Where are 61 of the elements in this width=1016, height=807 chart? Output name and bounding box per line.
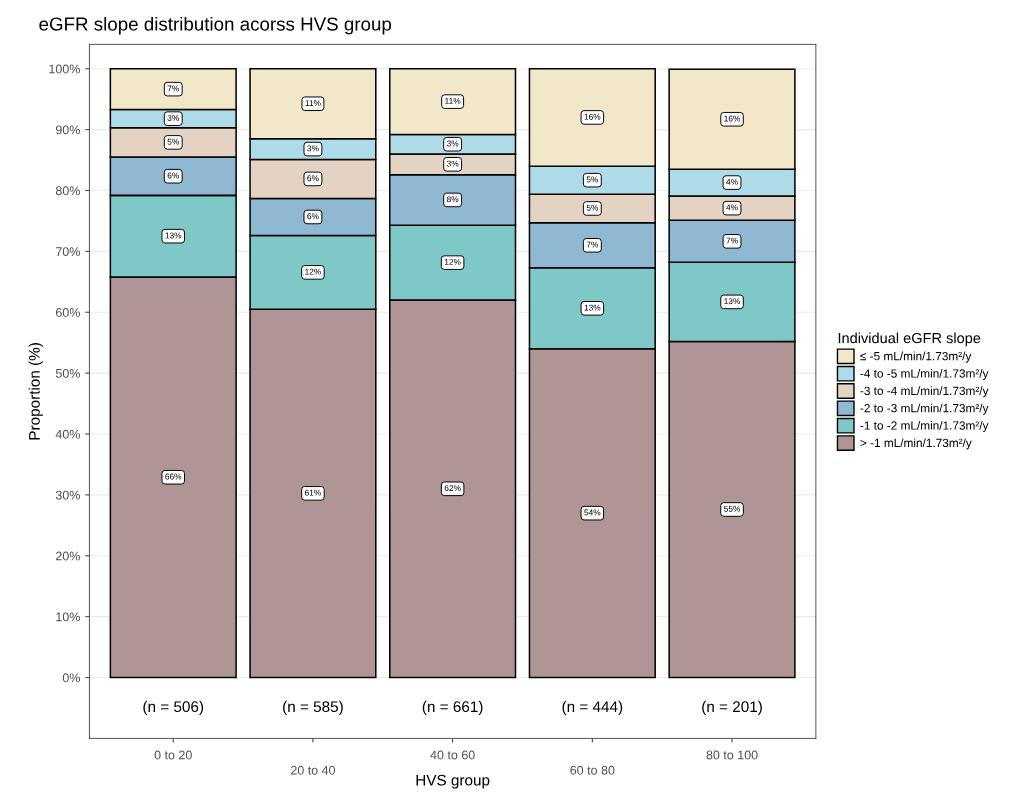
data-label: 12% bbox=[444, 258, 461, 265]
y-tick-label: 100% bbox=[49, 64, 80, 74]
legend-label: -4 to -5 mL/min/1.73m²/y bbox=[860, 368, 989, 380]
data-label: 3% bbox=[446, 160, 459, 167]
y-tick-label: 10% bbox=[56, 612, 80, 622]
x-tick-label: 60 to 80 bbox=[570, 765, 615, 775]
x-tick-label: 40 to 60 bbox=[430, 750, 475, 760]
data-label: 6% bbox=[167, 172, 179, 179]
data-label: 16% bbox=[724, 115, 741, 122]
y-tick-label: 50% bbox=[55, 368, 80, 378]
annotation: (n = 506) bbox=[143, 700, 204, 716]
data-label: 13% bbox=[724, 298, 741, 305]
data-label: 6% bbox=[307, 175, 319, 182]
data-label: 6% bbox=[307, 213, 319, 220]
y-tick-label: 0% bbox=[62, 673, 80, 683]
data-label: 7% bbox=[726, 237, 738, 244]
x-tick-label: 0 to 20 bbox=[154, 750, 192, 760]
data-label: 11% bbox=[445, 97, 461, 104]
y-tick-label: 20% bbox=[55, 551, 80, 561]
annotation: (n = 201) bbox=[702, 700, 762, 716]
data-label: 12% bbox=[305, 268, 321, 275]
data-label: 5% bbox=[586, 176, 599, 183]
data-label: 66% bbox=[165, 473, 182, 480]
x-axis-title: HVS group bbox=[416, 774, 490, 789]
y-tick-label: 80% bbox=[55, 186, 80, 196]
data-label: 3% bbox=[307, 145, 319, 152]
x-tick-label: 80 to 100 bbox=[706, 750, 758, 760]
data-label: 13% bbox=[165, 232, 182, 239]
legend-label: > -1 mL/min/1.73m²/y bbox=[860, 438, 972, 450]
data-label: 55% bbox=[724, 505, 741, 512]
data-label: 4% bbox=[726, 178, 738, 185]
y-tick-label: 60% bbox=[56, 308, 80, 317]
annotation: (n = 661) bbox=[422, 700, 483, 716]
data-label: 5% bbox=[167, 138, 179, 145]
legend-label: -2 to -3 mL/min/1.73m²/y bbox=[860, 403, 989, 415]
data-label: 3% bbox=[446, 140, 459, 147]
legend-title: Individual eGFR slope bbox=[838, 332, 981, 347]
annotation: (n = 585) bbox=[283, 700, 343, 716]
y-tick-label: 30% bbox=[55, 490, 80, 500]
data-label: 61% bbox=[305, 489, 321, 496]
data-label: 62% bbox=[444, 485, 461, 492]
legend-label: -3 to -4 mL/min/1.73m²/y bbox=[860, 386, 989, 398]
y-tick-label: 90% bbox=[55, 125, 80, 135]
legend-label: ≤ -5 mL/min/1.73m²/y bbox=[860, 351, 972, 363]
data-label: 5% bbox=[586, 204, 599, 211]
data-label: 7% bbox=[167, 85, 179, 92]
y-axis-title: Proportion (%) bbox=[28, 343, 43, 440]
data-label: 11% bbox=[305, 100, 321, 106]
data-label: 4% bbox=[726, 204, 738, 211]
data-label: 7% bbox=[586, 241, 599, 248]
y-tick-label: 70% bbox=[56, 247, 80, 257]
y-tick-label: 40% bbox=[55, 429, 80, 439]
chart-title: eGFR slope distribution acorss HVS group bbox=[39, 16, 392, 35]
data-label: 13% bbox=[584, 304, 601, 311]
data-label: 3% bbox=[167, 114, 179, 121]
legend-label: -1 to -2 mL/min/1.73m²/y bbox=[860, 421, 989, 433]
data-label: 16% bbox=[584, 113, 601, 120]
data-label: 8% bbox=[446, 196, 459, 203]
annotation: (n = 444) bbox=[562, 700, 623, 716]
x-tick-label: 20 to 40 bbox=[290, 765, 336, 775]
data-label: 54% bbox=[584, 509, 601, 516]
